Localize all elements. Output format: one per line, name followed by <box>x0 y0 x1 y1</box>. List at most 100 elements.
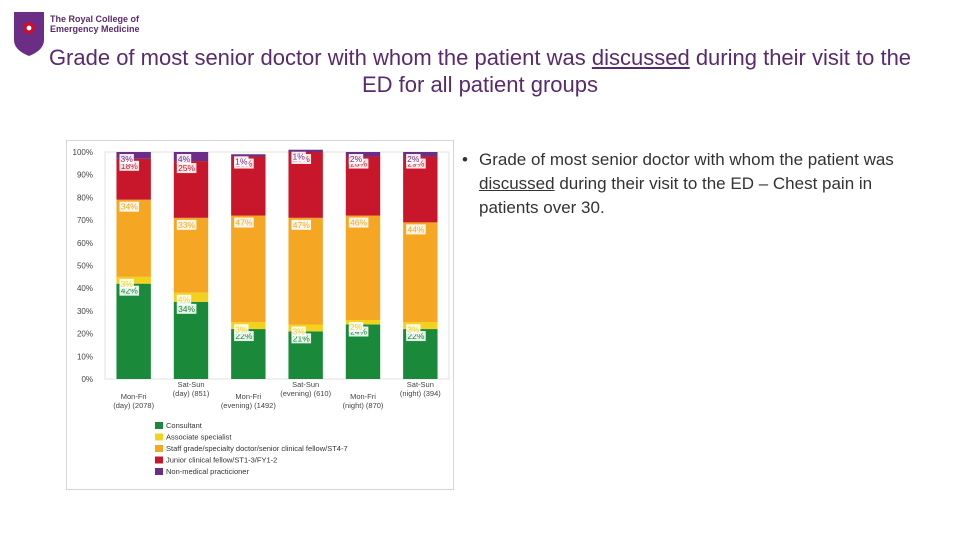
bar-segment <box>173 217 209 293</box>
data-label-box <box>234 217 254 228</box>
bar-segment <box>231 154 266 157</box>
y-tick-label: 50% <box>77 262 93 271</box>
data-label: 47% <box>235 218 252 228</box>
data-label-box <box>119 285 140 296</box>
y-tick-label: 60% <box>77 239 93 248</box>
data-label: 22% <box>407 331 424 341</box>
legend-swatch <box>155 468 163 475</box>
bar-segment <box>288 217 323 325</box>
x-tick-label: (day) (2078) <box>113 401 154 410</box>
data-label-box <box>291 219 312 230</box>
x-tick-label: Mon-Fri <box>235 392 261 401</box>
data-label-box <box>348 321 364 332</box>
x-tick-label: (evening) (610) <box>280 389 331 398</box>
data-label: 34% <box>178 304 195 314</box>
data-label-box <box>406 154 421 164</box>
data-label-box <box>234 324 249 335</box>
data-label: 4% <box>178 154 191 164</box>
legend-swatch <box>155 433 163 441</box>
bullet-point: • Grade of most senior doctor with whom … <box>462 148 902 220</box>
bar-segment <box>288 149 323 152</box>
data-label: 21% <box>293 333 310 343</box>
legend-label: Staff grade/specialty doctor/senior clin… <box>166 444 348 453</box>
data-label: 1% <box>293 152 306 162</box>
x-tick-label: Mon-Fri <box>350 392 376 401</box>
legend-label: Junior clinical fellow/ST1-3/FY1-2 <box>166 456 277 465</box>
y-tick-label: 30% <box>77 307 93 316</box>
y-tick-label: 0% <box>81 375 93 384</box>
data-label: 22% <box>235 331 252 341</box>
data-label: 4% <box>178 295 191 305</box>
legend-label: Associate specialist <box>166 433 232 442</box>
data-label-box <box>291 151 306 162</box>
data-label-box <box>234 156 249 167</box>
data-label-box <box>119 154 134 164</box>
bar-segment <box>173 301 209 379</box>
data-label: 34% <box>121 202 138 212</box>
y-tick-label: 10% <box>77 352 93 361</box>
y-tick-label: 90% <box>77 171 93 180</box>
data-label-box <box>234 331 254 342</box>
data-label: 25% <box>178 163 195 173</box>
y-tick-label: 80% <box>77 193 93 202</box>
rcem-shield-icon <box>14 12 44 56</box>
data-label: 2% <box>350 322 363 332</box>
data-label: 3% <box>293 327 306 337</box>
title-part-2: during their visit to the ED for all pat… <box>361 45 912 97</box>
stacked-bar-chart: 0% 10% 20% 30% 40% 50% 60% 70% 80% 90% 100% 42% 3% 34… <box>66 140 454 490</box>
slide-title: Grade of most senior doctor with whom th… <box>40 44 920 98</box>
logo-text: The Royal College of Emergency Medicine <box>50 14 140 34</box>
data-label-box <box>119 201 140 212</box>
rcem-logo: The Royal College of Emergency Medicine <box>12 10 152 60</box>
legend-label: Non-medical practicioner <box>166 467 249 476</box>
bar-segment <box>116 199 151 277</box>
x-tick-label: (night) (870) <box>343 401 384 410</box>
data-label-box <box>176 303 197 314</box>
bullet-part-2: during their visit to the ED – Chest pai… <box>479 174 873 217</box>
data-label: 33% <box>178 220 195 230</box>
data-label-box <box>406 324 421 335</box>
x-tick-label: Sat-Sun <box>177 380 204 389</box>
data-label: 1% <box>235 156 248 166</box>
y-tick-label: 70% <box>77 216 93 225</box>
data-label: 3% <box>235 324 248 334</box>
data-label-box <box>348 154 364 164</box>
data-label-box <box>176 219 197 230</box>
data-label: 2% <box>407 154 420 164</box>
data-label: 3% <box>407 324 420 334</box>
chart-svg: 0%10%20%30%40%50%60%70%80%90%100%42%3%34… <box>73 148 450 476</box>
x-tick-label: (night) (394) <box>400 389 441 398</box>
bar-segment <box>116 283 151 379</box>
plot-frame <box>104 151 450 380</box>
data-label-box <box>119 160 140 171</box>
data-label-box <box>176 163 197 174</box>
data-label: 44% <box>407 224 424 234</box>
data-label: 42% <box>121 286 138 296</box>
x-tick-label: Sat-Sun <box>292 380 319 389</box>
title-underlined-word: discussed <box>591 45 690 70</box>
legend-swatch <box>155 422 163 429</box>
x-tick-label: (evening) (1492) <box>221 401 277 410</box>
data-label: 47% <box>293 220 310 230</box>
x-tick-label: Mon-Fri <box>121 392 147 401</box>
bullet-text: Grade of most senior doctor with whom th… <box>479 148 902 220</box>
bullet-underlined-word: discussed <box>479 174 555 193</box>
data-label-box <box>348 217 369 228</box>
legend-swatch <box>155 456 163 464</box>
data-label-box <box>176 294 192 305</box>
data-label: 18% <box>121 161 138 171</box>
data-label: 3% <box>121 154 134 164</box>
bar-segment <box>403 222 438 323</box>
data-label-box <box>291 326 306 337</box>
data-label: 3% <box>121 279 134 289</box>
y-tick-label: 100% <box>73 148 93 157</box>
data-label: 46% <box>350 218 367 228</box>
bullet-dot-icon: • <box>462 150 468 169</box>
legend-swatch <box>155 445 163 452</box>
x-tick-label: Sat-Sun <box>407 380 434 389</box>
y-tick-label: 20% <box>77 330 93 339</box>
data-label-box <box>176 154 192 164</box>
bar-segment <box>345 215 381 320</box>
bar-segment <box>231 215 266 323</box>
data-label: 2% <box>350 154 363 164</box>
